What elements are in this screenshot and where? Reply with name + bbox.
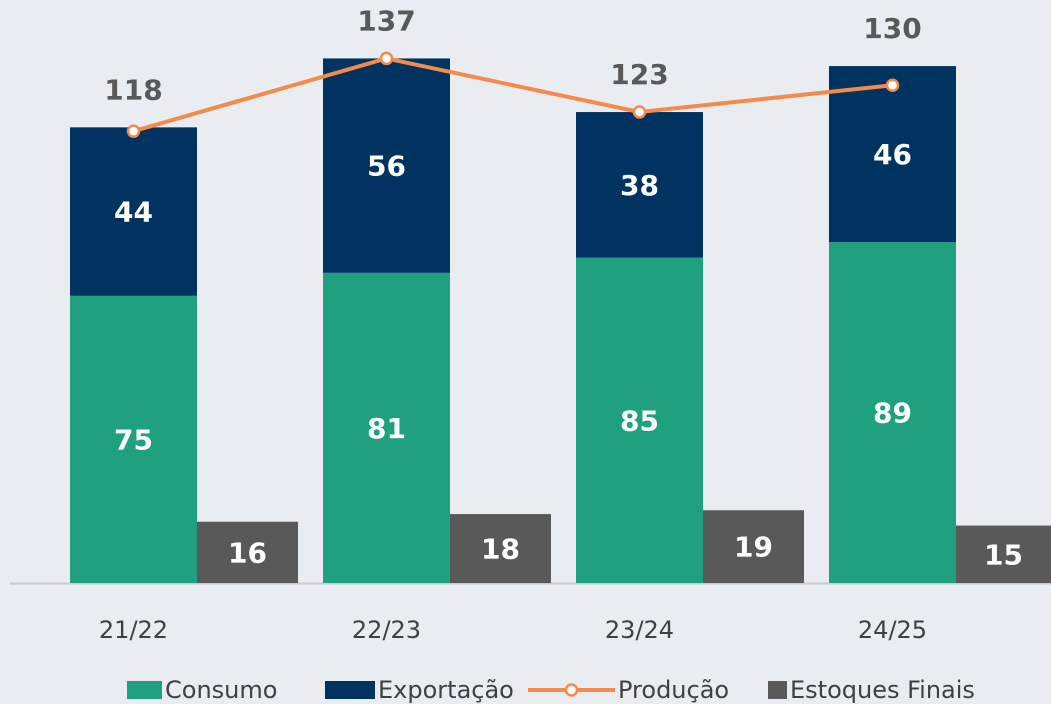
bar — [829, 242, 956, 583]
line — [132, 56, 893, 134]
bar-label: 18 — [481, 533, 520, 566]
bar — [70, 127, 197, 296]
bar-label: 19 — [734, 531, 773, 564]
legend-swatch — [564, 683, 579, 697]
bar-label: 16 — [228, 536, 267, 569]
line-marker — [126, 124, 141, 138]
bar — [576, 257, 703, 583]
line-label: 137 — [357, 4, 415, 37]
legend-label: Exportação — [378, 676, 514, 704]
line-label: 130 — [863, 12, 921, 45]
bar — [323, 58, 450, 273]
bar-label: 46 — [873, 138, 912, 171]
bar — [70, 295, 197, 583]
bar — [197, 521, 298, 583]
bar-label: 56 — [367, 150, 406, 183]
line-label: 123 — [610, 58, 668, 91]
line-marker — [379, 51, 394, 66]
legend-swatch — [127, 681, 162, 699]
x-tick-label: 21/22 — [99, 616, 168, 644]
bar — [450, 514, 551, 583]
legend-label: Consumo — [165, 676, 277, 704]
legend-swatch — [325, 681, 375, 699]
bar — [703, 510, 804, 583]
bar — [829, 66, 956, 243]
legend-label: Produção — [618, 676, 729, 704]
legend-label: Estoques Finais — [790, 676, 975, 704]
x-tick-label: 23/24 — [605, 616, 674, 644]
line-label: 118 — [104, 73, 162, 106]
bar-label: 38 — [620, 169, 659, 202]
x-tick-label: 22/23 — [352, 616, 421, 644]
bar-label: 81 — [367, 412, 406, 445]
line-marker — [632, 105, 647, 119]
legend-swatch — [768, 681, 787, 699]
bar — [323, 272, 450, 583]
bar — [956, 525, 1051, 583]
bar-label: 44 — [114, 196, 153, 229]
bar-label: 85 — [620, 404, 659, 437]
bar — [576, 112, 703, 258]
x-tick-label: 24/25 — [858, 616, 927, 644]
bar-label: 75 — [114, 423, 153, 456]
bar-label: 15 — [984, 538, 1023, 571]
line-marker — [885, 78, 900, 92]
bar-label: 89 — [873, 397, 912, 430]
